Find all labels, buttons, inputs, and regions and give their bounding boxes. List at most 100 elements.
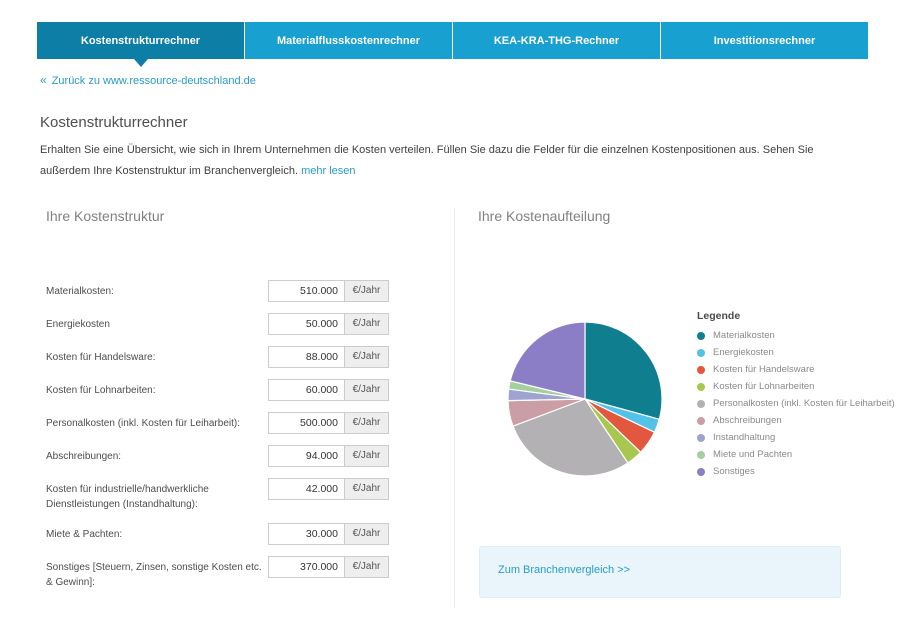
legend-dot-icon	[697, 433, 705, 442]
legend-label: Miete und Pachten	[713, 449, 793, 461]
branch-comparison-link[interactable]: Zum Branchenvergleich >>	[498, 563, 631, 576]
field-label: Kosten für Handelsware:	[46, 351, 156, 363]
intro-text: Erhalten Sie eine Übersicht, wie sich in…	[40, 140, 864, 182]
legend-label: Kosten für Handelsware	[713, 364, 815, 376]
cost-value-input[interactable]	[268, 477, 345, 500]
field-label: Materialkosten:	[46, 285, 114, 297]
page-title: Kostenstrukturrechner	[40, 114, 188, 131]
unit-addon: €/Jahr	[345, 477, 389, 500]
legend-dot-icon	[697, 382, 705, 391]
legend-dot-icon	[697, 365, 705, 374]
legend-dot-icon	[697, 348, 705, 357]
unit-addon: €/Jahr	[345, 378, 389, 401]
field-input-group: €/Jahr	[268, 522, 389, 545]
legend-dot-icon	[697, 399, 705, 408]
legend-item: Energiekosten	[697, 347, 895, 359]
form-row: Materialkosten: €/Jahr	[46, 279, 454, 302]
legend-item: Abschreibungen	[697, 415, 895, 427]
legend-item: Kosten für Lohnarbeiten	[697, 381, 895, 393]
legend-title: Legende	[697, 309, 741, 322]
legend-label: Materialkosten	[713, 330, 775, 342]
chart-legend: Legende Materialkosten Energiekosten Koste…	[697, 310, 895, 484]
field-input-group: €/Jahr	[268, 555, 389, 578]
form-row: Energiekosten €/Jahr	[46, 312, 454, 335]
form-row: Kosten für industrielle/handwerkliche Di…	[46, 477, 454, 512]
unit-addon: €/Jahr	[345, 312, 389, 335]
intro-text-body: Erhalten Sie eine Übersicht, wie sich in…	[40, 144, 814, 177]
cost-value-input[interactable]	[268, 522, 345, 545]
legend-dot-icon	[697, 416, 705, 425]
form-row: Personalkosten (inkl. Kosten für Leiharb…	[46, 411, 454, 434]
field-input-group: €/Jahr	[268, 279, 389, 302]
pie-slice	[509, 321, 586, 400]
nav-tab-investitionsrechner[interactable]: Investitionsrechner	[661, 22, 868, 59]
field-label: Abschreibungen:	[46, 450, 122, 462]
cost-distribution-title: Ihre Kostenaufteilung	[478, 207, 611, 224]
nav-tab-kostenstrukturrechner[interactable]: Kostenstrukturrechner	[37, 22, 245, 59]
cost-structure-title: Ihre Kostenstruktur	[46, 207, 165, 224]
legend-dot-icon	[697, 450, 705, 459]
legend-label: Sonstiges	[713, 466, 755, 478]
unit-addon: €/Jahr	[345, 345, 389, 368]
form-row: Abschreibungen: €/Jahr	[46, 444, 454, 467]
cost-structure-panel: Ihre Kostenstruktur Materialkosten: €/Jah…	[0, 207, 455, 608]
field-input-group: €/Jahr	[268, 345, 389, 368]
cost-value-input[interactable]	[268, 279, 345, 302]
cost-value-input[interactable]	[268, 444, 345, 467]
field-input-group: €/Jahr	[268, 477, 389, 500]
unit-addon: €/Jahr	[345, 444, 389, 467]
form-row: Miete & Pachten: €/Jahr	[46, 522, 454, 545]
legend-item: Miete und Pachten	[697, 449, 895, 461]
unit-addon: €/Jahr	[345, 522, 389, 545]
legend-item: Personalkosten (inkl. Kosten für Leiharb…	[697, 398, 895, 410]
field-input-group: €/Jahr	[268, 312, 389, 335]
field-input-group: €/Jahr	[268, 411, 389, 434]
unit-addon: €/Jahr	[345, 411, 389, 434]
active-tab-arrow-icon	[134, 59, 148, 67]
cost-structure-form: Materialkosten: €/Jahr Energiekosten €/Jahr…	[46, 279, 454, 590]
legend-item: Kosten für Handelsware	[697, 364, 895, 376]
branch-comparison-box: Zum Branchenvergleich >>	[479, 545, 841, 598]
nav-tab-kea-kra-thg-rechner[interactable]: KEA-KRA-THG-Rechner	[453, 22, 661, 59]
legend-item: Materialkosten	[697, 330, 895, 342]
legend-item: Instandhaltung	[697, 432, 895, 444]
legend-item: Sonstiges	[697, 466, 895, 478]
field-label: Kosten für industrielle/handwerkliche Di…	[46, 483, 209, 510]
content-columns: Ihre Kostenstruktur Materialkosten: €/Jah…	[0, 207, 900, 608]
pie-slice	[512, 398, 629, 477]
back-link[interactable]: « Zurück zu www.ressource-deutschland.de	[40, 73, 900, 87]
cost-distribution-panel: Ihre Kostenaufteilung Legende Materialko…	[455, 208, 900, 608]
legend-label: Energiekosten	[713, 347, 774, 359]
pie-chart	[505, 319, 665, 484]
pie-slice	[584, 321, 663, 420]
legend-label: Instandhaltung	[713, 432, 776, 444]
legend-dot-icon	[697, 331, 705, 340]
form-row: Kosten für Handelsware: €/Jahr	[46, 345, 454, 368]
nav-tab-materialflusskostenrechner[interactable]: Materialflusskostenrechner	[245, 22, 453, 59]
field-label: Energiekosten	[46, 318, 110, 330]
pie-chart-svg	[507, 321, 663, 477]
form-row: Kosten für Lohnarbeiten: €/Jahr	[46, 378, 454, 401]
unit-addon: €/Jahr	[345, 555, 389, 578]
legend-label: Abschreibungen	[713, 415, 782, 427]
field-input-group: €/Jahr	[268, 444, 389, 467]
cost-value-input[interactable]	[268, 411, 345, 434]
field-label: Personalkosten (inkl. Kosten für Leiharb…	[46, 417, 240, 429]
read-more-link[interactable]: mehr lesen	[301, 164, 356, 177]
legend-label: Personalkosten (inkl. Kosten für Leiharb…	[713, 398, 895, 410]
double-chevron-left-icon: «	[40, 73, 47, 87]
form-row: Sonstiges [Steuern, Zinsen, sonstige Kos…	[46, 555, 454, 590]
cost-value-input[interactable]	[268, 378, 345, 401]
legend-label: Kosten für Lohnarbeiten	[713, 381, 815, 393]
back-link-label: Zurück zu www.ressource-deutschland.de	[51, 75, 256, 87]
cost-value-input[interactable]	[268, 312, 345, 335]
legend-items: Materialkosten Energiekosten Kosten für Ha…	[697, 330, 895, 478]
top-navigation: Kostenstrukturrechner Materialflusskosten…	[37, 22, 868, 67]
legend-dot-icon	[697, 467, 705, 476]
unit-addon: €/Jahr	[345, 279, 389, 302]
nav-tabs: Kostenstrukturrechner Materialflusskosten…	[37, 22, 868, 59]
cost-value-input[interactable]	[268, 555, 345, 578]
cost-value-input[interactable]	[268, 345, 345, 368]
field-label: Miete & Pachten:	[46, 528, 123, 540]
field-input-group: €/Jahr	[268, 378, 389, 401]
